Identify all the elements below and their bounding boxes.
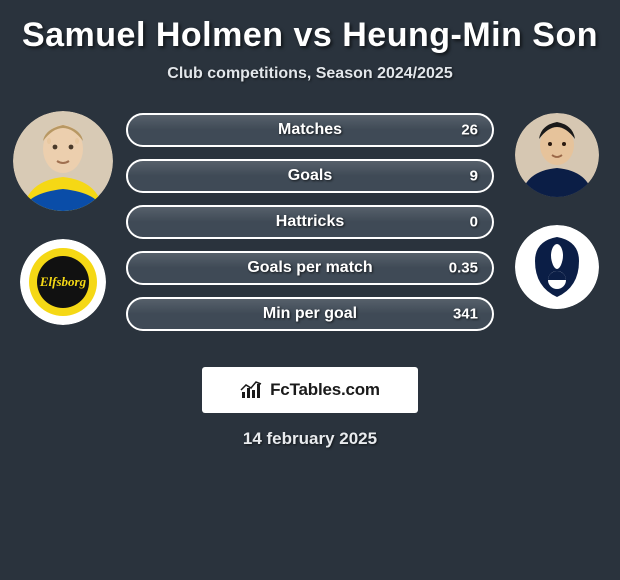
avatar-right-icon (515, 113, 599, 197)
stat-bar-goals-per-match: Goals per match 0.35 (126, 251, 494, 285)
stat-bar-matches: Matches 26 (126, 113, 494, 147)
brand-suffix: Tables.com (290, 380, 380, 399)
brand-badge[interactable]: FcTables.com (202, 367, 418, 413)
stats-column: Matches 26 Goals 9 Hattricks 0 Goals per… (118, 109, 502, 331)
stat-value-right: 0 (470, 214, 478, 231)
avatar-left-icon (13, 111, 113, 211)
stat-bar-goals: Goals 9 (126, 159, 494, 193)
player-left-avatar (13, 111, 113, 211)
subtitle: Club competitions, Season 2024/2025 (8, 65, 612, 109)
player-right-avatar (515, 113, 599, 197)
svg-text:Elfsborg: Elfsborg (39, 274, 87, 289)
stat-label: Goals per match (247, 259, 372, 277)
club-right-badge (515, 225, 599, 309)
left-column: Elfsborg (8, 109, 118, 325)
page-title: Samuel Holmen vs Heung-Min Son (8, 10, 612, 65)
stat-value-right: 341 (453, 306, 478, 323)
main-row: Elfsborg Matches 26 Goals 9 Hattricks 0 … (8, 109, 612, 331)
stat-value-right: 9 (470, 168, 478, 185)
club-right-icon (515, 225, 599, 309)
brand-prefix: Fc (270, 380, 289, 399)
club-left-icon: Elfsborg (20, 239, 106, 325)
stat-label: Hattricks (276, 213, 344, 231)
chart-icon (240, 380, 264, 400)
footer-date: 14 february 2025 (8, 429, 612, 449)
comparison-card: Samuel Holmen vs Heung-Min Son Club comp… (0, 0, 620, 449)
stat-value-right: 0.35 (449, 260, 478, 277)
stat-bar-min-per-goal: Min per goal 341 (126, 297, 494, 331)
stat-label: Goals (288, 167, 332, 185)
right-column (502, 109, 612, 309)
stat-label: Matches (278, 121, 342, 139)
club-left-badge: Elfsborg (20, 239, 106, 325)
stat-bar-hattricks: Hattricks 0 (126, 205, 494, 239)
brand-text: FcTables.com (270, 380, 380, 400)
stat-label: Min per goal (263, 305, 357, 323)
stat-value-right: 26 (461, 122, 478, 139)
